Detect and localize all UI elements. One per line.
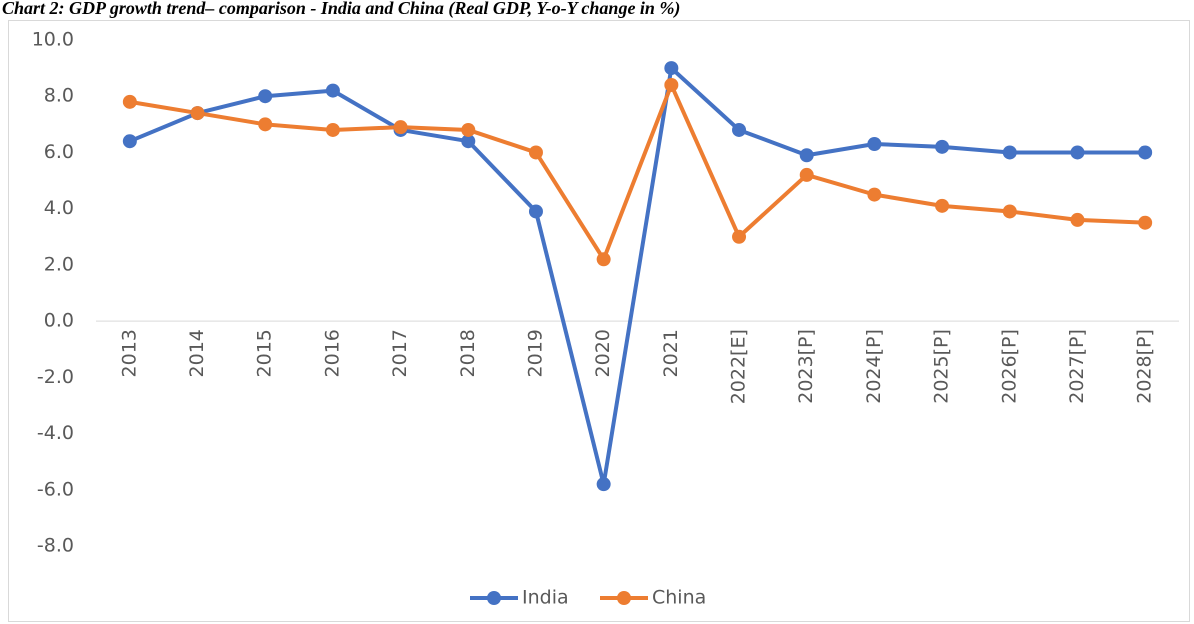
x-tick-label: 2024[P] (863, 329, 885, 404)
data-point (732, 122, 747, 137)
x-tick-label: 2026[P] (998, 329, 1020, 404)
data-point (935, 198, 950, 213)
series-line (129, 82, 1146, 262)
x-tick-label: 2021 (660, 329, 682, 377)
data-point (122, 94, 137, 109)
data-point (596, 252, 611, 267)
data-point (258, 117, 273, 132)
x-tick-label: 2015 (254, 329, 276, 377)
x-tick-label: 2028[P] (1134, 329, 1156, 404)
data-point (732, 229, 747, 244)
data-point (325, 122, 340, 137)
data-point (1002, 145, 1017, 160)
data-point (664, 61, 679, 76)
data-point (528, 204, 543, 219)
y-tick-label: 0.0 (44, 310, 74, 332)
legend-marker (487, 591, 501, 605)
x-tick-label: 2019 (524, 329, 546, 377)
series-line (129, 66, 1146, 487)
chart-title: Chart 2: GDP growth trend– comparison - … (2, 0, 680, 19)
y-tick-label: 8.0 (44, 85, 74, 107)
x-tick-label: 2017 (389, 329, 411, 377)
data-point (664, 77, 679, 92)
data-point (122, 134, 137, 149)
data-point (1070, 212, 1085, 227)
legend-label: China (652, 587, 706, 609)
x-tick-label: 2025[P] (931, 329, 953, 404)
x-tick-label: 2016 (321, 329, 343, 377)
data-point (1070, 145, 1085, 160)
x-tick-label: 2027[P] (1066, 329, 1088, 404)
data-point (461, 134, 476, 149)
x-tick-label: 2022[E] (728, 329, 750, 404)
x-tick-label: 2013 (118, 329, 140, 377)
x-tick-label: 2023[P] (795, 329, 817, 404)
legend-marker (617, 591, 631, 605)
y-tick-label: -2.0 (37, 366, 74, 388)
x-tick-label: 2014 (186, 329, 208, 377)
data-point (799, 167, 814, 182)
data-point (799, 148, 814, 163)
data-point (528, 145, 543, 160)
data-point (325, 83, 340, 98)
data-point (1138, 145, 1153, 160)
y-tick-label: 4.0 (44, 197, 74, 219)
legend-label: India (522, 587, 569, 609)
x-tick-label: 2020 (592, 329, 614, 377)
data-point (596, 477, 611, 492)
data-point (935, 139, 950, 154)
y-tick-label: -6.0 (37, 478, 74, 500)
y-tick-label: -4.0 (37, 422, 74, 444)
data-point (190, 106, 205, 121)
data-point (393, 120, 408, 135)
data-point (867, 187, 882, 202)
data-point (1002, 204, 1017, 219)
y-tick-label: -8.0 (37, 535, 74, 557)
data-point (461, 122, 476, 137)
y-tick-label: 10.0 (32, 29, 74, 51)
data-point (258, 89, 273, 104)
x-tick-label: 2018 (457, 329, 479, 377)
data-point (1138, 215, 1153, 230)
data-point (867, 137, 882, 152)
y-tick-label: 6.0 (44, 141, 74, 163)
y-tick-label: 2.0 (44, 253, 74, 275)
